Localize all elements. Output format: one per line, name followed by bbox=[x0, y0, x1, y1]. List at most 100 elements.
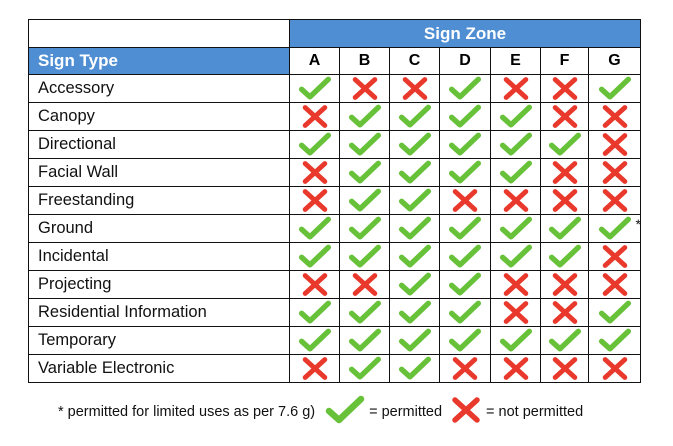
check-icon bbox=[340, 356, 389, 381]
check-icon bbox=[541, 244, 588, 269]
zone-cell bbox=[588, 158, 641, 187]
check-icon bbox=[440, 104, 490, 129]
cross-icon bbox=[541, 300, 588, 325]
zone-cell bbox=[588, 242, 641, 271]
table-row: Facial Wall bbox=[28, 158, 641, 187]
zone-cell bbox=[389, 326, 440, 355]
cross-icon bbox=[541, 188, 588, 213]
zone-cell bbox=[289, 242, 340, 271]
cross-icon bbox=[589, 356, 640, 381]
zone-cell bbox=[490, 130, 541, 159]
zone-cell bbox=[490, 74, 541, 103]
zone-cell bbox=[439, 102, 491, 131]
table-row: Accessory bbox=[28, 74, 641, 103]
zone-cell bbox=[439, 298, 491, 327]
zone-cell bbox=[439, 326, 491, 355]
check-icon bbox=[340, 132, 389, 157]
zone-column-header: C bbox=[389, 47, 440, 75]
check-icon bbox=[440, 328, 490, 353]
check-icon bbox=[340, 160, 389, 185]
check-icon bbox=[390, 244, 439, 269]
zone-cell bbox=[490, 298, 541, 327]
legend-not-permitted: = not permitted bbox=[486, 404, 584, 420]
cross-icon bbox=[589, 188, 640, 213]
zone-cell bbox=[588, 326, 641, 355]
zone-cell bbox=[439, 130, 491, 159]
sign-type-label: Freestanding bbox=[28, 186, 290, 215]
sign-type-label: Incidental bbox=[28, 242, 290, 271]
check-icon bbox=[440, 132, 490, 157]
check-icon bbox=[541, 328, 588, 353]
check-icon bbox=[440, 244, 490, 269]
zone-cell bbox=[588, 354, 641, 383]
zone-cell bbox=[389, 158, 440, 187]
zone-cell bbox=[389, 270, 440, 299]
cross-icon bbox=[290, 272, 339, 297]
asterisk-marker: * bbox=[635, 216, 641, 232]
zone-cell bbox=[588, 130, 641, 159]
check-icon bbox=[589, 216, 640, 241]
check-icon bbox=[290, 76, 339, 101]
zone-cell bbox=[490, 242, 541, 271]
table-row: Ground * bbox=[28, 214, 641, 243]
sign-zone-header: Sign Zone bbox=[289, 19, 641, 48]
legend-note: * permitted for limited uses as per 7.6 … bbox=[58, 404, 316, 420]
zone-column-header: E bbox=[490, 47, 541, 75]
zone-cell bbox=[490, 326, 541, 355]
cross-icon bbox=[491, 76, 540, 101]
zone-cell bbox=[339, 298, 390, 327]
zone-column-header: D bbox=[439, 47, 491, 75]
zone-cell bbox=[289, 214, 340, 243]
table-row: Variable Electronic bbox=[28, 354, 641, 383]
check-icon bbox=[390, 272, 439, 297]
check-icon bbox=[491, 244, 540, 269]
zone-cell bbox=[588, 186, 641, 215]
sign-type-header: Sign Type bbox=[28, 47, 290, 75]
cross-icon bbox=[589, 104, 640, 129]
check-icon bbox=[440, 272, 490, 297]
cross-icon bbox=[340, 76, 389, 101]
zone-cell bbox=[540, 186, 589, 215]
zone-cell bbox=[439, 270, 491, 299]
table-row: Freestanding bbox=[28, 186, 641, 215]
sign-type-label: Variable Electronic bbox=[28, 354, 290, 383]
cross-icon bbox=[541, 160, 588, 185]
legend-permitted: = permitted bbox=[369, 404, 443, 420]
cross-icon bbox=[491, 300, 540, 325]
check-icon bbox=[541, 216, 588, 241]
zone-cell bbox=[439, 242, 491, 271]
zone-cell bbox=[490, 102, 541, 131]
check-icon bbox=[290, 328, 339, 353]
check-icon bbox=[325, 395, 365, 429]
zone-cell bbox=[339, 354, 390, 383]
sign-type-label: Ground bbox=[28, 214, 290, 243]
zone-cell bbox=[439, 214, 491, 243]
zone-cell bbox=[389, 102, 440, 131]
zone-cell bbox=[540, 102, 589, 131]
cross-icon bbox=[290, 356, 339, 381]
zone-cell bbox=[439, 186, 491, 215]
zone-column-header: A bbox=[289, 47, 340, 75]
cross-icon bbox=[340, 272, 389, 297]
check-icon bbox=[340, 244, 389, 269]
zone-cell bbox=[389, 186, 440, 215]
zone-cell bbox=[289, 354, 340, 383]
check-icon bbox=[340, 328, 389, 353]
check-icon bbox=[390, 216, 439, 241]
zone-cell bbox=[339, 326, 390, 355]
zone-cell bbox=[389, 242, 440, 271]
table-body: Accessory Canopy Directional Facial Wall Fre… bbox=[28, 74, 641, 383]
check-icon bbox=[290, 216, 339, 241]
zone-column-header: B bbox=[339, 47, 390, 75]
check-icon bbox=[491, 328, 540, 353]
zone-cell bbox=[339, 242, 390, 271]
cross-icon bbox=[450, 396, 482, 428]
zone-cell bbox=[339, 186, 390, 215]
check-icon bbox=[440, 160, 490, 185]
cross-icon bbox=[390, 76, 439, 101]
cross-icon bbox=[589, 272, 640, 297]
cross-icon bbox=[290, 160, 339, 185]
zone-cell bbox=[588, 270, 641, 299]
zone-cell bbox=[490, 214, 541, 243]
zone-cell bbox=[289, 102, 340, 131]
